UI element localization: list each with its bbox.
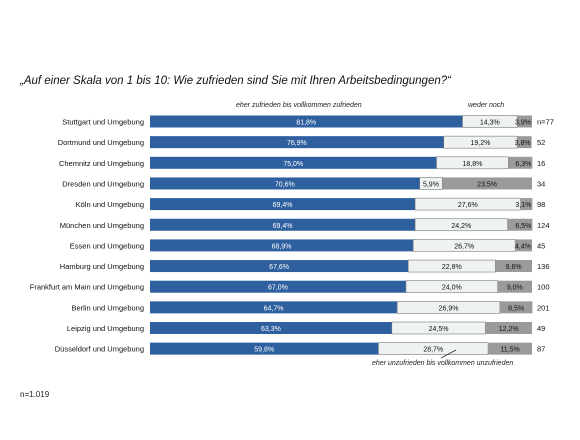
n-label: 136 xyxy=(537,262,550,271)
data-label-neutral: 26,9% xyxy=(439,305,459,312)
bar-segment-negative xyxy=(520,198,533,211)
bar-segment-positive xyxy=(150,342,379,355)
data-label-negative: 11,5% xyxy=(500,347,519,354)
data-label-negative: 9,0% xyxy=(507,285,523,292)
data-label-positive: 59,8% xyxy=(254,347,274,354)
category-label: München und Umgebung xyxy=(60,221,144,230)
bar-segment-positive xyxy=(150,218,416,231)
category-label: Frankfurt am Main und Umgebung xyxy=(30,283,144,292)
bar-segment-positive xyxy=(150,115,463,128)
bar-segment-negative xyxy=(485,322,532,334)
header-positive-label: eher zufrieden bis vollkommen zufrieden xyxy=(236,102,362,109)
data-label-positive: 67,0% xyxy=(268,285,288,292)
bar-segment-positive xyxy=(150,239,414,252)
header-negative-label: eher unzufrieden bis vollkommen unzufrie… xyxy=(372,360,513,367)
data-label-positive: 69,4% xyxy=(273,202,293,209)
bar-segment-positive xyxy=(150,156,437,169)
n-label: 34 xyxy=(537,179,545,188)
bar-segment-positive xyxy=(150,280,406,293)
data-label-positive: 63,3% xyxy=(261,326,281,333)
data-label-neutral: 27,6% xyxy=(458,202,478,209)
bar-segment-positive xyxy=(150,322,392,334)
bar-segment-positive xyxy=(150,198,416,211)
category-label: Essen und Umgebung xyxy=(70,241,144,250)
footnote: n=1.019 xyxy=(20,390,50,399)
category-label: Berlin und Umgebung xyxy=(71,303,144,312)
data-label-positive: 76,9% xyxy=(287,140,307,147)
data-label-positive: 70,6% xyxy=(275,181,295,188)
data-label-positive: 67,6% xyxy=(269,264,289,271)
category-label: Dresden und Umgebung xyxy=(62,179,144,188)
n-label: 16 xyxy=(537,159,545,168)
category-label: Dortmund und Umgebung xyxy=(58,138,144,147)
data-label-negative: 4,4% xyxy=(515,243,531,250)
bar-segment-negative xyxy=(497,280,532,293)
bar-segment-positive xyxy=(150,177,420,190)
n-label: 98 xyxy=(537,200,545,209)
category-label: Köln und Umgebung xyxy=(76,200,144,209)
n-label: 100 xyxy=(537,283,550,292)
category-label: Stuttgart und Umgebung xyxy=(62,118,144,127)
n-label: 45 xyxy=(537,241,545,250)
data-label-neutral: 24,0% xyxy=(442,285,462,292)
n-label: 87 xyxy=(537,345,545,354)
data-label-neutral: 28,7% xyxy=(423,347,443,354)
data-label-negative: 12,2% xyxy=(499,326,519,333)
data-label-negative: 6,3% xyxy=(515,161,531,168)
bar-segment-neutral xyxy=(419,177,443,190)
bar-segment-negative xyxy=(442,177,532,190)
data-label-positive: 69,4% xyxy=(273,223,293,230)
bar-segment-negative xyxy=(488,342,532,355)
bar-segment-negative xyxy=(515,239,532,252)
bar-segment-negative xyxy=(508,156,533,169)
data-label-positive: 68,9% xyxy=(272,243,292,250)
data-label-negative: 3,9% xyxy=(515,120,531,127)
data-label-neutral: 22,8% xyxy=(442,264,462,271)
n-label: 201 xyxy=(537,303,550,312)
bar-segment-positive xyxy=(150,136,444,149)
chart-title: „Auf einer Skala von 1 bis 10: Wie zufri… xyxy=(19,75,452,87)
data-label-negative: 3,8% xyxy=(515,140,531,147)
header-neutral-label: weder noch xyxy=(468,102,504,109)
n-label: n=77 xyxy=(537,118,554,127)
data-label-neutral: 14,3% xyxy=(480,120,500,127)
data-label-positive: 81,8% xyxy=(296,120,316,127)
data-label-neutral: 18,8% xyxy=(462,161,482,168)
data-label-neutral: 24,2% xyxy=(451,223,471,230)
bars-group: Stuttgart und Umgebung 81,8% 14,3% 3,9% n=77… xyxy=(30,115,554,355)
n-label: 49 xyxy=(537,324,545,333)
data-label-negative: 3,1% xyxy=(515,202,531,209)
bar-segment-positive xyxy=(150,301,398,314)
category-label: Chemnitz und Umgebung xyxy=(59,159,144,168)
data-label-negative: 9,6% xyxy=(506,264,522,271)
data-label-negative: 23,5% xyxy=(477,181,497,188)
bar-segment-positive xyxy=(150,260,409,273)
bar-segment-negative xyxy=(517,136,532,149)
category-label: Leipzig und Umgebung xyxy=(67,324,144,333)
data-label-negative: 8,5% xyxy=(508,305,524,312)
category-label: Hamburg und Umgebung xyxy=(60,262,144,271)
bar-segment-negative xyxy=(495,260,532,273)
data-label-neutral: 19,2% xyxy=(471,140,491,147)
data-label-neutral: 5,9% xyxy=(423,181,439,188)
bar-segment-negative xyxy=(499,301,533,314)
bar-segment-negative xyxy=(517,115,532,128)
category-label: Düsseldorf und Umgebung xyxy=(55,345,144,354)
data-label-neutral: 24,5% xyxy=(429,326,449,333)
n-label: 52 xyxy=(537,138,545,147)
n-label: 124 xyxy=(537,221,550,230)
data-label-negative: 6,5% xyxy=(515,223,531,230)
negative-bracket-line xyxy=(440,349,457,359)
data-label-neutral: 26,7% xyxy=(454,243,474,250)
bar-segment-negative xyxy=(507,218,533,231)
data-label-positive: 64,7% xyxy=(264,305,284,312)
data-label-positive: 75,0% xyxy=(283,161,303,168)
